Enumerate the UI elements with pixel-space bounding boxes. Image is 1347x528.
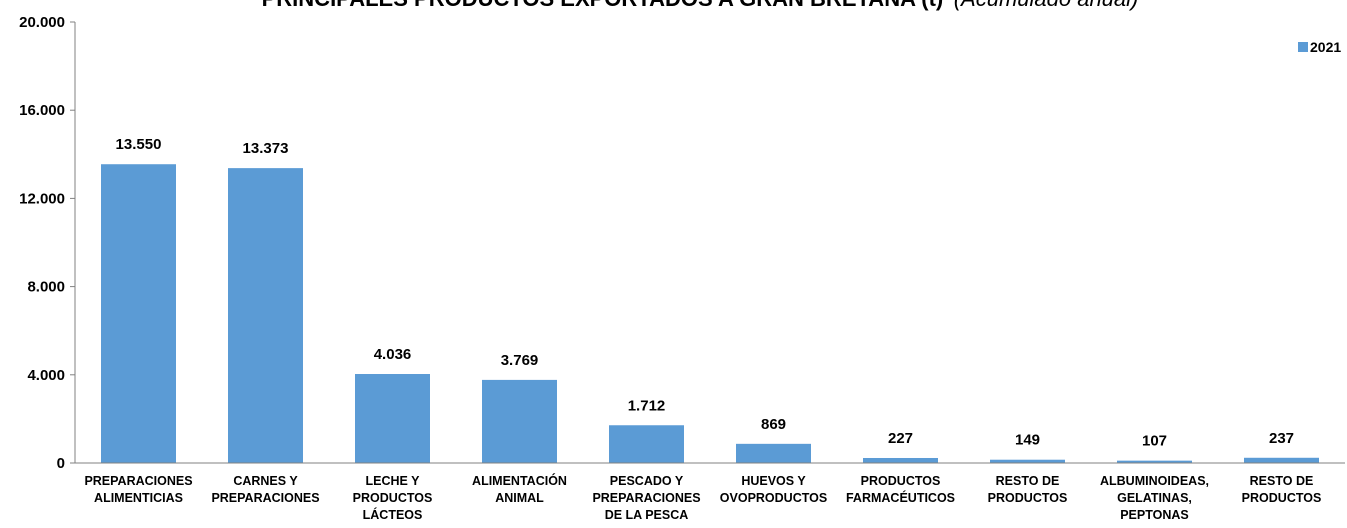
x-tick-label: RESTO DE PRODUCTOS: [988, 474, 1068, 505]
legend-swatch: [1298, 42, 1308, 52]
bar: [355, 374, 430, 463]
bar: [101, 164, 176, 463]
bars: [101, 164, 1319, 463]
data-label: 4.036: [374, 346, 412, 363]
data-label: 227: [888, 430, 913, 447]
bar: [863, 457, 938, 463]
x-tick-label: PESCADO Y PREPARACIONES DE LA PESCA: [592, 474, 700, 522]
x-tick-label: RESTO DE PRODUCTOS: [1242, 474, 1322, 505]
x-tick-label: PRODUCTOS FARMACÉUTICOS: [846, 474, 955, 505]
chart-title: PRINCIPALES PRODUCTOS EXPORTADOS A GRAN …: [262, 0, 1139, 11]
chart-title-main: PRINCIPALES PRODUCTOS EXPORTADOS A GRAN …: [262, 0, 944, 11]
legend: 2021: [1298, 39, 1341, 55]
data-label: 1.712: [628, 397, 666, 414]
data-label: 869: [761, 416, 786, 433]
bar: [228, 168, 303, 463]
bar: [736, 443, 811, 463]
x-tick-label: ALIMENTACIÓN ANIMAL: [472, 473, 567, 505]
x-tick-label: CARNES Y PREPARACIONES: [211, 474, 319, 505]
bar: [1244, 457, 1319, 463]
x-tick-label: HUEVOS Y OVOPRODUCTOS: [720, 474, 827, 505]
data-label: 237: [1269, 430, 1294, 447]
bar: [482, 379, 557, 463]
data-label: 13.373: [243, 140, 289, 157]
data-label: 149: [1015, 432, 1040, 449]
x-tick-label: LECHE Y PRODUCTOS LÁCTEOS: [353, 474, 433, 522]
y-tick-label: 8.000: [27, 279, 65, 296]
data-label: 13.550: [116, 136, 162, 153]
legend-label: 2021: [1310, 39, 1341, 55]
chart-title-subtitle: (Acumulado anual): [954, 0, 1139, 11]
y-tick-label: 0: [57, 455, 65, 472]
bar: [1117, 460, 1192, 463]
data-labels: 13.550 13.373 4.036 3.769 1.712 869 227 149 107 2…: [116, 136, 1294, 449]
x-tick-label: PREPARACIONES ALIMENTICIAS: [84, 474, 192, 505]
y-tick-label: 20.000: [19, 14, 65, 31]
y-tick-label: 4.000: [27, 367, 65, 384]
y-tick-label: 12.000: [19, 190, 65, 207]
y-tick-label: 16.000: [19, 102, 65, 119]
bar: [609, 425, 684, 463]
data-label: 3.769: [501, 352, 539, 369]
data-label: 107: [1142, 433, 1167, 450]
x-axis: PREPARACIONES ALIMENTICIAS CARNES Y PREPARA…: [75, 462, 1345, 522]
x-tick-label: ALBUMINOIDEAS, GELATINAS, PEPTONAS: [1100, 474, 1209, 522]
bar: [990, 459, 1065, 463]
y-axis: 0 4.000 8.000 12.000 16.000 20.000: [19, 14, 76, 472]
